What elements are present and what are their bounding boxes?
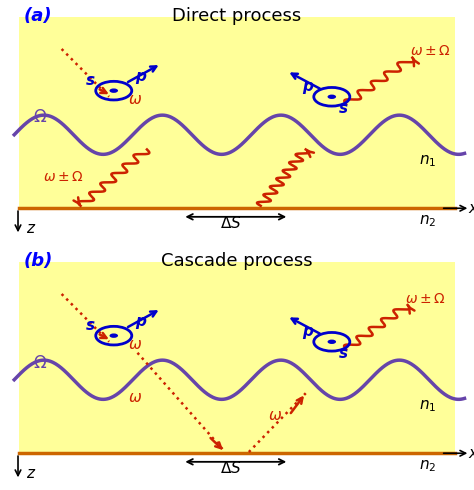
Text: $\omega$: $\omega$	[268, 408, 282, 423]
Text: z: z	[26, 466, 34, 481]
Text: s: s	[86, 318, 95, 333]
Bar	[19, 17, 455, 208]
Text: s: s	[86, 74, 95, 88]
Text: $\omega$: $\omega$	[128, 92, 142, 107]
Text: p: p	[302, 79, 313, 95]
Text: Cascade process: Cascade process	[161, 252, 313, 270]
Text: $\omega\pm\Omega$: $\omega\pm\Omega$	[43, 171, 83, 184]
Text: p: p	[135, 315, 146, 329]
Text: x: x	[468, 446, 474, 461]
Text: $\omega\pm\Omega$: $\omega\pm\Omega$	[405, 292, 446, 306]
Text: $\Delta S$: $\Delta S$	[220, 215, 242, 231]
Circle shape	[109, 333, 118, 338]
Text: $\omega\pm\Omega$: $\omega\pm\Omega$	[410, 44, 451, 58]
Bar	[19, 262, 455, 453]
Text: $\omega$: $\omega$	[128, 337, 142, 352]
Text: $\Omega$: $\Omega$	[33, 353, 47, 371]
Circle shape	[328, 95, 336, 99]
Text: $n_1$: $n_1$	[419, 398, 437, 414]
Text: $n_2$: $n_2$	[419, 213, 437, 229]
Text: $n_2$: $n_2$	[419, 458, 437, 474]
Text: p: p	[302, 324, 313, 340]
Text: $\Delta S$: $\Delta S$	[220, 460, 242, 476]
Text: s: s	[339, 101, 348, 116]
Text: (a): (a)	[24, 7, 52, 25]
Text: $\omega$: $\omega$	[128, 390, 142, 405]
Circle shape	[328, 340, 336, 344]
Text: (b): (b)	[24, 252, 53, 270]
Circle shape	[109, 89, 118, 93]
Text: $\Omega$: $\Omega$	[33, 108, 47, 126]
Text: p: p	[135, 70, 146, 84]
Text: Direct process: Direct process	[173, 7, 301, 25]
Text: s: s	[339, 346, 348, 361]
Text: z: z	[26, 221, 34, 236]
Text: x: x	[468, 201, 474, 216]
Text: $n_1$: $n_1$	[419, 153, 437, 169]
